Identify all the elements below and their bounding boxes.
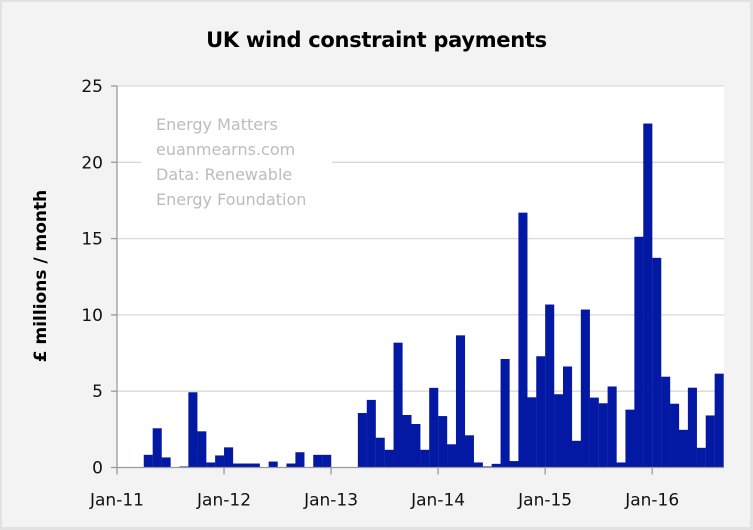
bar bbox=[518, 212, 528, 468]
x-tick-label: Jan-14 bbox=[410, 491, 465, 511]
bar bbox=[634, 236, 644, 468]
bar bbox=[643, 123, 653, 468]
bar bbox=[429, 387, 439, 468]
x-tick-label: Jan-11 bbox=[89, 491, 144, 511]
bar bbox=[545, 304, 555, 468]
bar bbox=[580, 309, 590, 468]
bar bbox=[420, 449, 430, 468]
bar bbox=[438, 416, 448, 468]
annotation-line: Energy Matters bbox=[156, 115, 279, 134]
y-tick-label: 20 bbox=[81, 153, 103, 173]
bar bbox=[661, 376, 671, 468]
bar bbox=[286, 463, 296, 468]
bar bbox=[464, 435, 474, 468]
bar-series bbox=[143, 123, 724, 468]
bar bbox=[571, 440, 581, 468]
bar bbox=[188, 392, 198, 468]
bar bbox=[161, 457, 171, 468]
bar bbox=[322, 454, 332, 468]
bar bbox=[598, 403, 608, 468]
bar bbox=[678, 429, 689, 468]
bar bbox=[313, 454, 323, 468]
bar bbox=[589, 397, 599, 468]
bar bbox=[375, 437, 385, 468]
bar bbox=[143, 454, 153, 468]
bar bbox=[447, 444, 457, 468]
bar bbox=[509, 461, 519, 468]
annotation-line: Energy Foundation bbox=[156, 190, 307, 209]
bar bbox=[625, 409, 635, 468]
bar bbox=[705, 415, 715, 468]
y-tick-label: 15 bbox=[81, 230, 103, 250]
y-tick-label: 5 bbox=[92, 382, 103, 402]
bar bbox=[197, 431, 207, 468]
x-tick-label: Jan-16 bbox=[624, 491, 679, 511]
bar bbox=[241, 463, 251, 468]
bar bbox=[670, 403, 680, 468]
bar bbox=[616, 462, 626, 468]
y-tick-label: 25 bbox=[81, 77, 103, 97]
x-tick-label: Jan-12 bbox=[196, 491, 251, 511]
bar bbox=[384, 449, 394, 468]
bar bbox=[366, 399, 376, 468]
x-tick-label: Jan-13 bbox=[303, 491, 358, 511]
y-tick-label: 0 bbox=[92, 459, 103, 479]
y-axis-ticks: 0 5 10 15 20 25 bbox=[81, 77, 117, 479]
axes bbox=[116, 86, 724, 469]
bar bbox=[152, 428, 162, 468]
source-annotation: Energy Matters euanmearns.com Data: Rene… bbox=[141, 110, 332, 214]
bar bbox=[357, 413, 367, 468]
bar bbox=[554, 394, 564, 468]
bar bbox=[696, 447, 706, 468]
bar bbox=[455, 335, 466, 468]
bar bbox=[215, 455, 225, 468]
gridlines bbox=[117, 85, 724, 392]
bar bbox=[250, 463, 260, 468]
bar bbox=[536, 356, 546, 468]
bar bbox=[491, 463, 501, 468]
bar bbox=[607, 386, 617, 468]
annotation-line: euanmearns.com bbox=[156, 140, 296, 159]
annotation-line: Data: Renewable bbox=[156, 165, 293, 184]
bar bbox=[687, 387, 697, 468]
y-tick-label: 10 bbox=[81, 306, 103, 326]
x-axis-ticks: Jan-11 Jan-12 Jan-13 Jan-14 Jan-15 Jan-16 bbox=[89, 467, 679, 511]
bar bbox=[206, 462, 216, 468]
bar bbox=[393, 342, 403, 468]
bar bbox=[563, 366, 573, 468]
bar bbox=[224, 447, 234, 468]
x-tick-label: Jan-15 bbox=[517, 491, 572, 511]
bar bbox=[402, 415, 412, 468]
chart-title: UK wind constraint payments bbox=[206, 28, 547, 52]
bar bbox=[714, 373, 724, 468]
bar bbox=[652, 257, 662, 468]
bar bbox=[473, 462, 483, 468]
bar bbox=[232, 463, 243, 468]
bar bbox=[295, 452, 305, 468]
bar bbox=[411, 424, 421, 468]
bar bbox=[500, 359, 510, 468]
bar bbox=[268, 461, 278, 468]
bar bbox=[527, 397, 537, 468]
